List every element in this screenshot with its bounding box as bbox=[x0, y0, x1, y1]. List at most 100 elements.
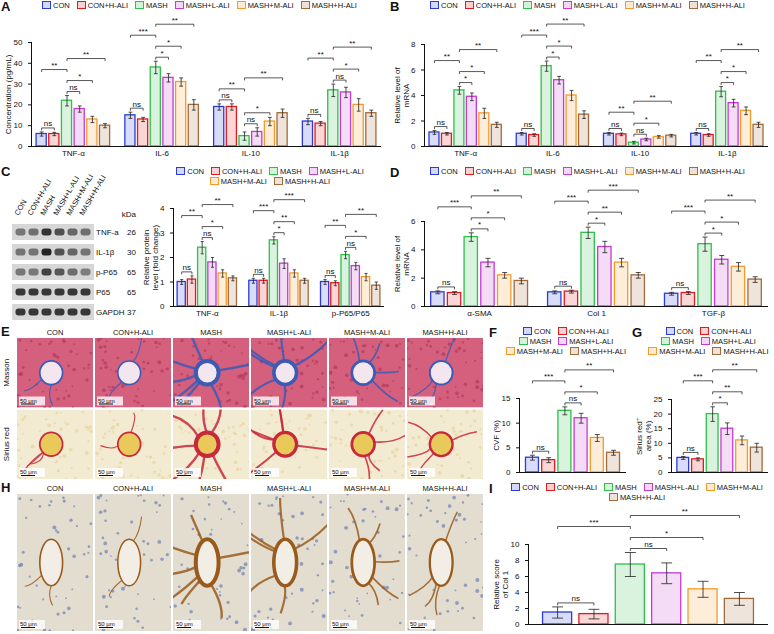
svg-text:**: ** bbox=[172, 16, 178, 25]
svg-text:**: ** bbox=[727, 192, 733, 201]
svg-text:***: *** bbox=[684, 203, 693, 212]
svg-text:ns: ns bbox=[346, 239, 354, 248]
svg-text:1: 1 bbox=[160, 278, 165, 287]
svg-text:**: ** bbox=[349, 39, 355, 48]
svg-text:2: 2 bbox=[160, 253, 165, 262]
svg-text:10: 10 bbox=[502, 419, 511, 428]
svg-text:65: 65 bbox=[127, 268, 136, 277]
svg-text:*: * bbox=[478, 220, 481, 229]
svg-text:Relative proteinlevel (fold ch: Relative proteinlevel (fold change) bbox=[142, 224, 160, 290]
svg-text:0: 0 bbox=[160, 302, 165, 311]
svg-text:50 μm: 50 μm bbox=[176, 398, 193, 404]
svg-text:***: *** bbox=[589, 518, 598, 527]
svg-text:*: * bbox=[167, 38, 170, 47]
svg-text:50 μm: 50 μm bbox=[20, 621, 37, 627]
svg-text:0: 0 bbox=[411, 302, 416, 311]
svg-text:50 μm: 50 μm bbox=[410, 621, 427, 627]
svg-text:*: * bbox=[726, 74, 729, 83]
svg-text:ns: ns bbox=[436, 118, 444, 127]
svg-text:*: * bbox=[732, 63, 735, 72]
svg-text:50 μm: 50 μm bbox=[20, 469, 37, 475]
svg-text:8: 8 bbox=[515, 556, 520, 565]
svg-text:IL-1β: IL-1β bbox=[96, 248, 115, 257]
svg-text:*: * bbox=[645, 115, 648, 124]
svg-text:ns: ns bbox=[644, 540, 652, 549]
svg-text:ns: ns bbox=[676, 279, 684, 288]
svg-text:26: 26 bbox=[127, 228, 136, 237]
svg-text:CON: CON bbox=[12, 198, 28, 217]
svg-text:MASH+M-ALI: MASH+M-ALI bbox=[344, 328, 390, 337]
svg-text:ns: ns bbox=[221, 91, 229, 100]
svg-text:25: 25 bbox=[654, 395, 663, 404]
svg-text:30: 30 bbox=[127, 248, 136, 257]
svg-text:Masson: Masson bbox=[2, 359, 11, 387]
svg-text:CON: CON bbox=[47, 484, 64, 493]
svg-text:**: ** bbox=[229, 80, 235, 89]
svg-text:*: * bbox=[470, 63, 473, 72]
svg-text:**: ** bbox=[444, 52, 450, 61]
svg-text:*: * bbox=[464, 74, 467, 83]
svg-text:IL-10: IL-10 bbox=[631, 149, 650, 158]
svg-text:*: * bbox=[665, 529, 668, 538]
svg-text:p-P65/P65: p-P65/P65 bbox=[332, 309, 370, 318]
svg-text:*: * bbox=[580, 383, 583, 392]
svg-text:50: 50 bbox=[14, 38, 23, 47]
svg-text:ns: ns bbox=[611, 120, 619, 129]
svg-text:Relative level ofmRNA: Relative level ofmRNA bbox=[393, 235, 411, 292]
svg-text:**: ** bbox=[682, 507, 688, 516]
svg-text:CON+H-ALI: CON+H-ALI bbox=[113, 484, 153, 493]
svg-text:**: ** bbox=[475, 41, 481, 50]
svg-text:MASH+L-ALI: MASH+L-ALI bbox=[267, 328, 311, 337]
svg-text:*: * bbox=[712, 225, 715, 234]
svg-text:50 μm: 50 μm bbox=[176, 621, 193, 627]
svg-text:6: 6 bbox=[411, 217, 416, 226]
svg-text:50 μm: 50 μm bbox=[98, 469, 115, 475]
svg-text:CVF (%): CVF (%) bbox=[492, 420, 501, 451]
svg-text:ns: ns bbox=[326, 267, 334, 276]
svg-text:30: 30 bbox=[14, 80, 23, 89]
svg-text:***: *** bbox=[693, 372, 702, 381]
svg-text:***: *** bbox=[285, 191, 294, 200]
svg-text:50 μm: 50 μm bbox=[410, 398, 427, 404]
svg-text:**: ** bbox=[493, 187, 499, 196]
svg-text:*: * bbox=[354, 228, 357, 237]
svg-text:50 μm: 50 μm bbox=[254, 621, 271, 627]
svg-text:ns: ns bbox=[183, 263, 191, 272]
svg-text:**: ** bbox=[562, 16, 568, 25]
svg-text:*: * bbox=[277, 224, 280, 233]
svg-text:*: * bbox=[256, 104, 259, 113]
svg-text:TNF-α: TNF-α bbox=[454, 149, 477, 158]
svg-text:4: 4 bbox=[411, 91, 416, 100]
svg-text:*: * bbox=[720, 214, 723, 223]
svg-text:50 μm: 50 μm bbox=[332, 398, 349, 404]
svg-text:ns: ns bbox=[569, 394, 577, 403]
svg-text:α-SMA: α-SMA bbox=[467, 309, 492, 318]
svg-text:MASH+H-ALI: MASH+H-ALI bbox=[422, 484, 467, 493]
svg-text:50 μm: 50 μm bbox=[254, 469, 271, 475]
svg-text:**: ** bbox=[706, 52, 712, 61]
svg-text:*: * bbox=[161, 49, 164, 58]
svg-text:**: ** bbox=[260, 69, 266, 78]
svg-text:*: * bbox=[551, 49, 554, 58]
svg-text:IL-1β: IL-1β bbox=[330, 149, 349, 158]
svg-text:**: ** bbox=[602, 204, 608, 213]
svg-text:0: 0 bbox=[18, 142, 23, 151]
svg-text:0: 0 bbox=[411, 142, 416, 151]
svg-text:TNF-α: TNF-α bbox=[196, 309, 219, 318]
svg-text:**: ** bbox=[732, 361, 738, 370]
svg-text:**: ** bbox=[281, 213, 287, 222]
svg-text:**: ** bbox=[51, 61, 57, 70]
svg-text:ns: ns bbox=[698, 120, 706, 129]
svg-text:ns: ns bbox=[536, 443, 544, 452]
svg-text:2: 2 bbox=[411, 274, 416, 283]
svg-text:**: ** bbox=[189, 207, 195, 216]
svg-text:0: 0 bbox=[506, 468, 511, 477]
svg-text:TNF-a: TNF-a bbox=[96, 228, 119, 237]
svg-text:MASH: MASH bbox=[200, 484, 222, 493]
svg-text:*: * bbox=[718, 394, 721, 403]
svg-text:***: *** bbox=[544, 372, 553, 381]
svg-text:ns: ns bbox=[310, 106, 318, 115]
svg-text:p-P65: p-P65 bbox=[96, 268, 118, 277]
svg-text:kDa: kDa bbox=[122, 210, 137, 219]
svg-text:40: 40 bbox=[14, 59, 23, 68]
